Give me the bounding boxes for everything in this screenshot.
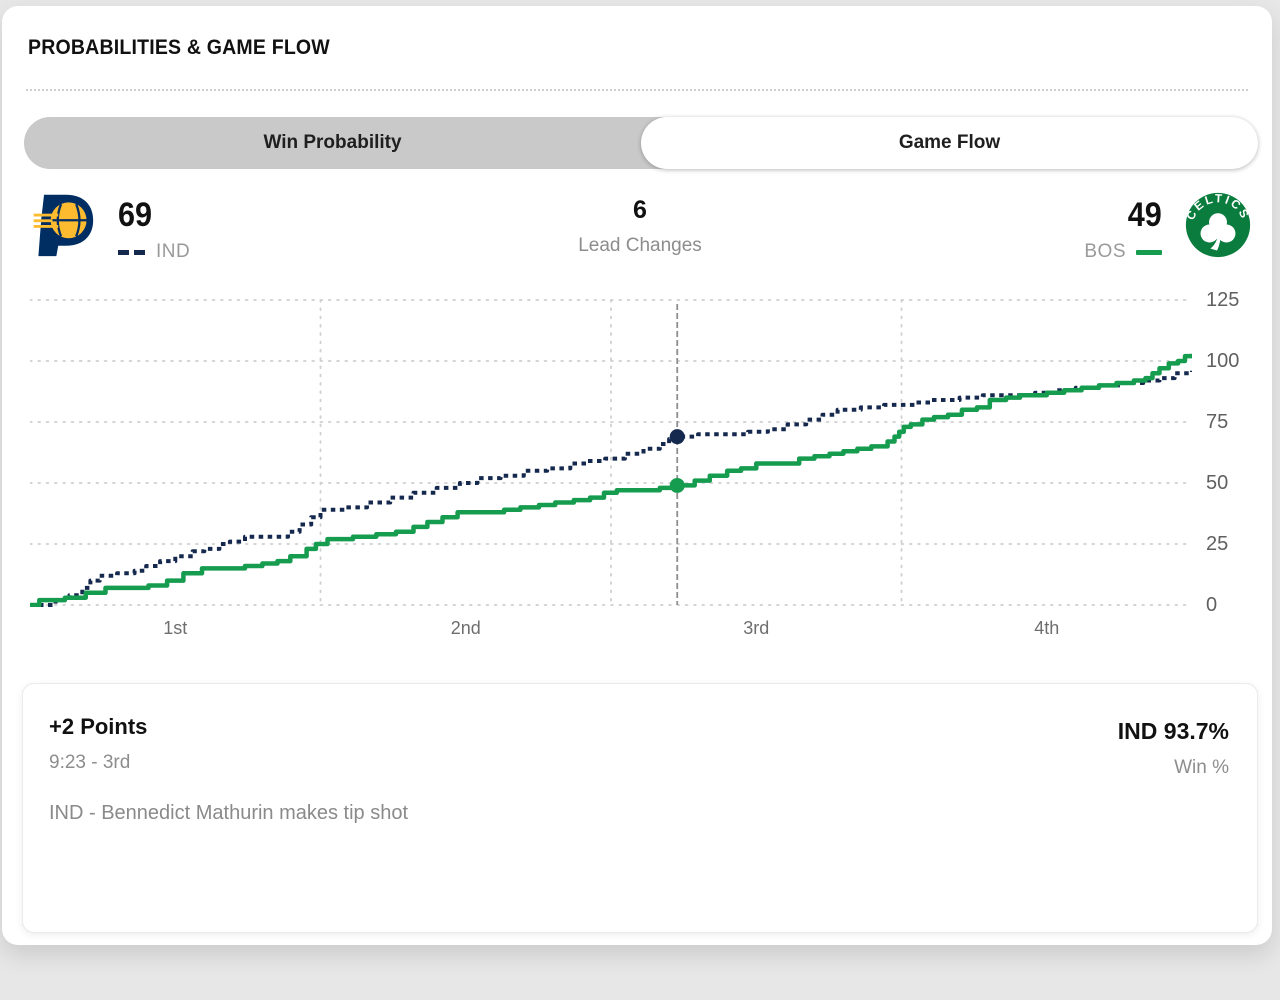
game-flow-chart[interactable] <box>30 292 1192 607</box>
pacers-logo-icon <box>33 194 94 257</box>
celtics-logo-icon: CELTICS <box>1184 191 1251 258</box>
away-team: 69 IND <box>28 190 190 263</box>
bos-line-legend-icon <box>1136 249 1162 255</box>
home-score: 49 <box>1127 196 1162 234</box>
away-score: 69 <box>118 196 153 234</box>
x-axis-label: 3rd <box>743 618 770 638</box>
event-win-probability: IND 93.7% <box>1117 718 1229 744</box>
probabilities-panel: PROBABILITIES & GAME FLOW Win Probabilit… <box>2 6 1272 945</box>
x-axis-label: 1st <box>163 618 188 638</box>
home-team: 49 BOS CELTICS <box>1084 190 1252 263</box>
y-axis-label: 100 <box>1206 350 1240 372</box>
y-axis-label: 75 <box>1206 411 1229 433</box>
y-axis-label: 0 <box>1206 594 1218 616</box>
series-line-bos <box>30 353 1192 607</box>
bos-marker-dot <box>669 477 685 493</box>
x-axis-label: 2nd <box>450 618 481 638</box>
lead-changes: 6 Lead Changes <box>578 196 702 257</box>
tab-win-probability[interactable]: Win Probability <box>263 132 402 153</box>
lead-changes-label: Lead Changes <box>578 235 702 256</box>
home-abbr: BOS <box>1084 241 1126 262</box>
ind-marker-dot <box>669 429 685 445</box>
ind-line-legend-icon <box>118 249 146 255</box>
y-axis-label: 25 <box>1206 533 1229 555</box>
section-title: PROBABILITIES & GAME FLOW <box>28 36 330 59</box>
event-points: +2 Points <box>49 714 148 739</box>
y-axis-label: 50 <box>1206 472 1229 494</box>
series-line-ind <box>30 370 1192 607</box>
event-win-label: Win % <box>1174 757 1229 778</box>
tab-game-flow[interactable]: Game Flow <box>641 117 1258 169</box>
scoreboard: 69 IND 6 Lead Changes 49 BOS <box>28 190 1252 272</box>
lead-changes-value: 6 <box>633 196 647 224</box>
view-toggle: Win Probability Game Flow <box>24 117 1258 169</box>
event-clock: 9:23 - 3rd <box>49 752 131 773</box>
away-abbr: IND <box>156 241 191 262</box>
dotted-divider <box>26 89 1248 91</box>
event-description: IND - Bennedict Mathurin makes tip shot <box>49 802 409 824</box>
y-axis-label: 125 <box>1206 289 1240 311</box>
play-event-card[interactable]: +2 Points 9:23 - 3rd IND - Bennedict Mat… <box>22 683 1258 933</box>
x-axis-label: 4th <box>1034 618 1060 638</box>
